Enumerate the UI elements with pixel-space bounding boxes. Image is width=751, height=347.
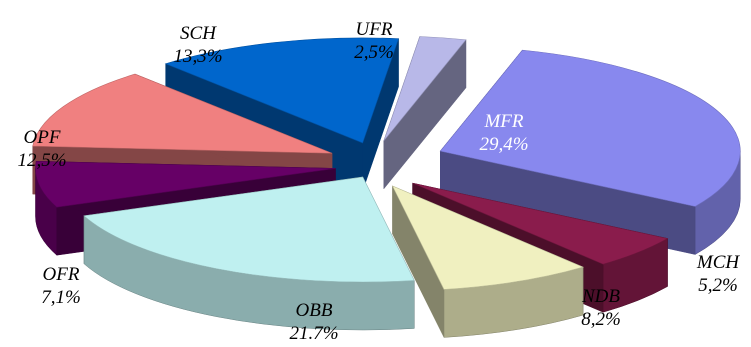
pie-slice-ndb: [391, 185, 584, 338]
pie-slice-ufr: [383, 36, 467, 190]
slice-label-ndb: NDB 8,2%: [581, 285, 621, 331]
slice-label-ufr: UFR 2,5%: [354, 18, 394, 64]
slice-name-ofr: OFR: [42, 264, 80, 285]
slice-value-ndb: 8,2%: [581, 309, 621, 330]
slice-value-mfr: 29,4%: [479, 134, 529, 155]
slice-name-ndb: NDB: [581, 286, 620, 307]
pie-slice-obb: [83, 176, 415, 331]
slice-value-ofr: 7,1%: [41, 287, 81, 308]
slice-label-sch: SCH 13,3%: [173, 22, 222, 68]
pie-slice-mfr: [439, 49, 741, 255]
slice-value-opf: 12,5%: [17, 150, 67, 171]
slice-name-mfr: MFR: [484, 111, 524, 132]
slice-label-mfr: MFR 29,4%: [479, 110, 528, 156]
slice-label-ofr: OFR 7,1%: [41, 263, 81, 309]
slice-label-mch: MCH 5,2%: [697, 251, 739, 297]
slice-label-obb: OBB 21.7%: [289, 299, 338, 345]
slice-name-obb: OBB: [295, 300, 333, 321]
slice-name-opf: OPF: [23, 127, 61, 148]
slice-name-ufr: UFR: [355, 19, 393, 40]
slice-name-mch: MCH: [696, 252, 740, 273]
slice-value-ufr: 2,5%: [354, 42, 394, 63]
slice-value-mch: 5,2%: [698, 275, 738, 296]
slice-name-sch: SCH: [180, 23, 216, 44]
slice-value-sch: 13,3%: [173, 46, 223, 67]
slice-value-obb: 21.7%: [289, 323, 339, 344]
slice-label-opf: OPF 12,5%: [17, 126, 66, 172]
